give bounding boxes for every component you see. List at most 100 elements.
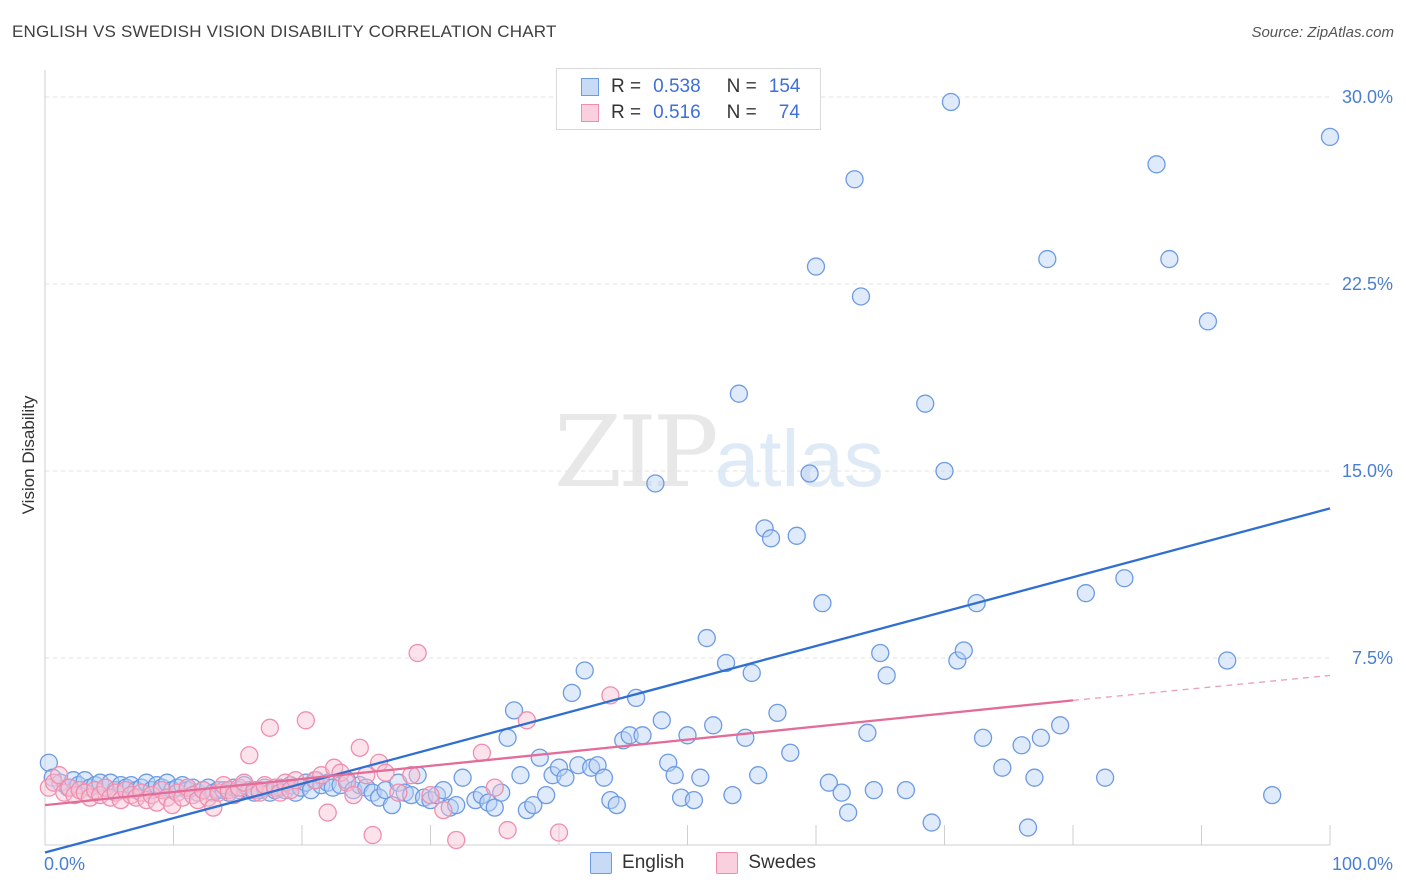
data-point <box>537 785 556 805</box>
data-point <box>800 464 819 483</box>
chart-title: ENGLISH VS SWEDISH VISION DISABILITY COR… <box>12 22 557 41</box>
data-point <box>504 701 524 720</box>
data-point <box>665 766 684 785</box>
data-point <box>813 593 832 613</box>
data-point <box>1198 312 1218 331</box>
data-point <box>704 716 723 735</box>
data-point <box>363 825 382 845</box>
data-point <box>729 384 749 403</box>
legend-n-label: N = <box>726 76 757 97</box>
data-point <box>851 287 871 306</box>
data-point <box>447 830 466 850</box>
data-point <box>49 766 69 785</box>
data-point <box>296 711 316 730</box>
data-point <box>787 526 806 545</box>
data-point <box>260 718 280 737</box>
legend-row-english: R = 0.538 N = 154 <box>581 75 800 99</box>
data-point <box>620 726 639 745</box>
trend-lines <box>44 507 1331 854</box>
data-point <box>318 803 337 822</box>
data-point <box>389 783 408 802</box>
data-point <box>781 743 800 762</box>
data-point <box>1018 818 1038 837</box>
data-point <box>736 728 755 747</box>
legend-n-value: 74 <box>778 102 800 123</box>
data-point <box>806 257 826 276</box>
data-point <box>697 628 716 648</box>
data-point <box>607 795 626 815</box>
legend-swatch-swedes <box>581 104 599 122</box>
data-point <box>517 711 537 730</box>
data-point <box>1115 569 1134 588</box>
data-point <box>498 820 517 840</box>
legend-swatch-english <box>590 852 613 874</box>
watermark-atlas: atlas <box>714 414 884 503</box>
data-point <box>530 748 549 767</box>
data-point <box>646 474 665 493</box>
data-point <box>549 823 569 842</box>
data-point <box>845 170 864 189</box>
data-point <box>1160 249 1179 269</box>
data-point <box>954 641 973 660</box>
data-point <box>116 780 136 800</box>
data-point <box>594 768 614 787</box>
data-point <box>723 785 742 805</box>
legend-swatch-english <box>581 78 599 96</box>
english-points <box>39 92 1340 837</box>
grid-lines <box>45 96 1330 659</box>
series-legend: English Swedes <box>0 852 1406 874</box>
axis-labels: 7.5% 15.0% 22.5% 30.0% 0.0% 100.0% Vision Disa… <box>19 87 1393 874</box>
legend-r-value: 0.538 <box>653 76 701 97</box>
data-point <box>761 529 781 548</box>
data-point <box>485 778 504 797</box>
data-point <box>376 763 395 782</box>
y-tick-label: 7.5% <box>1352 648 1393 668</box>
data-point <box>1012 736 1031 755</box>
swedes-trend-line <box>44 699 1074 807</box>
y-tick-label: 22.5% <box>1342 274 1393 294</box>
data-point <box>941 92 961 112</box>
data-point <box>1218 651 1237 670</box>
data-point <box>749 766 768 785</box>
data-point <box>39 753 59 772</box>
axes <box>44 70 1331 846</box>
data-point <box>498 728 517 747</box>
data-point <box>684 790 704 810</box>
legend-swatch-swedes <box>716 852 739 874</box>
data-point <box>1025 768 1044 787</box>
data-point <box>350 738 369 757</box>
data-point <box>948 651 967 670</box>
data-point <box>768 703 787 723</box>
stats-legend: R = 0.538 N = 154 R = 0.516 N = 74 <box>556 68 821 130</box>
legend-n-label: N = <box>726 102 757 123</box>
x-tick-label: 0.0% <box>44 854 85 874</box>
x-tick-label: 100.0% <box>1332 854 1393 874</box>
data-point <box>511 766 530 785</box>
data-point <box>755 519 774 538</box>
watermark: ZIPatlas <box>554 396 884 510</box>
data-point <box>1051 716 1070 735</box>
data-point <box>871 643 890 663</box>
swedes-trend-extension <box>1072 674 1331 702</box>
data-point <box>1038 249 1057 269</box>
data-point <box>877 666 896 685</box>
y-tick-label: 15.0% <box>1342 461 1393 481</box>
data-point <box>562 683 581 703</box>
data-point <box>408 643 427 663</box>
data-point <box>633 726 652 745</box>
data-point <box>453 768 472 787</box>
data-point <box>549 758 569 777</box>
data-point <box>1095 768 1115 787</box>
data-point <box>935 461 954 481</box>
data-point <box>575 661 594 680</box>
data-point <box>973 728 993 747</box>
legend-item-swedes: Swedes <box>716 852 816 874</box>
english-trend-line <box>44 507 1331 854</box>
data-point <box>819 773 838 792</box>
data-point <box>832 783 851 802</box>
data-point <box>858 723 877 742</box>
data-point <box>922 813 941 832</box>
legend-r-label: R = <box>611 76 642 97</box>
data-point <box>96 778 115 797</box>
